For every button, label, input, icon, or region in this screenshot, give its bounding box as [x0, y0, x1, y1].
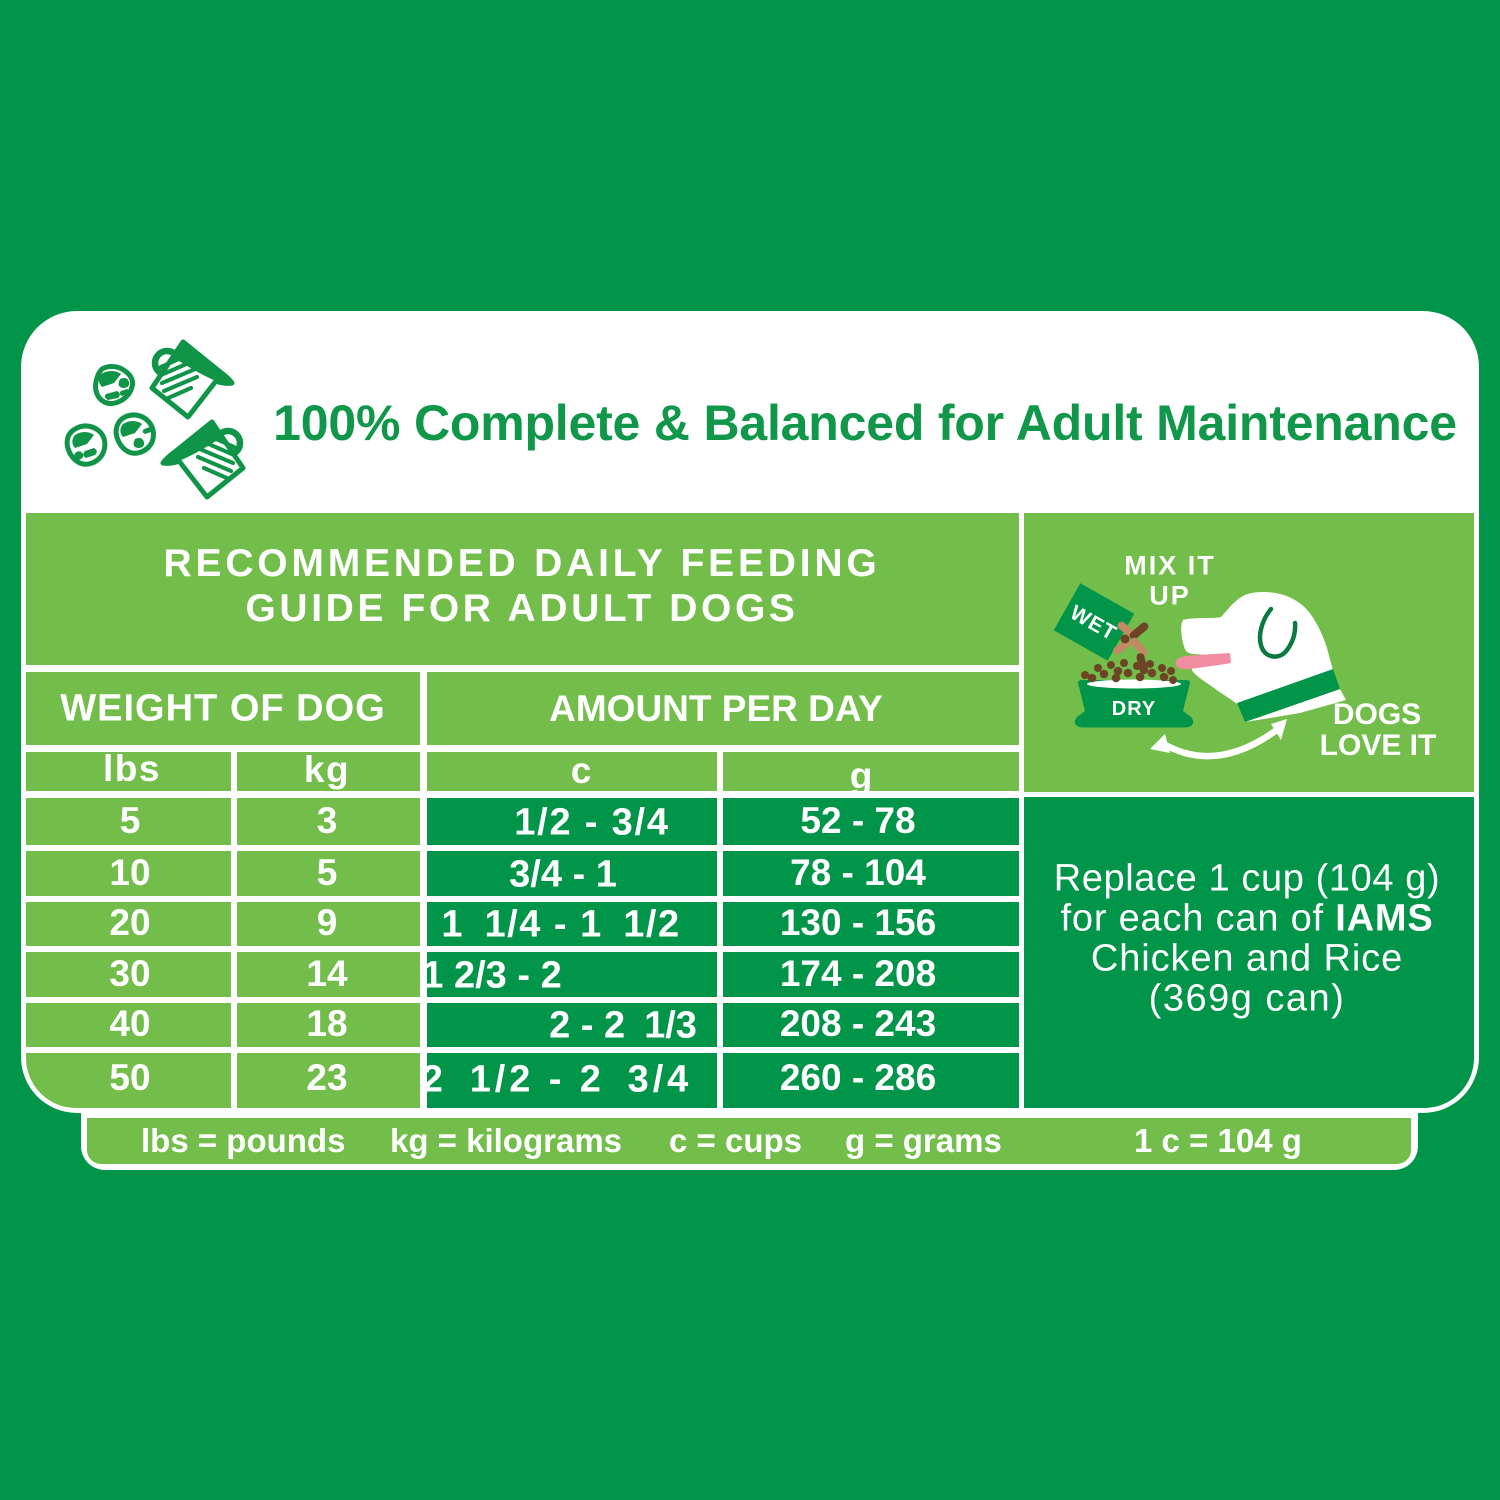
svg-text:DRY: DRY [1112, 698, 1156, 720]
